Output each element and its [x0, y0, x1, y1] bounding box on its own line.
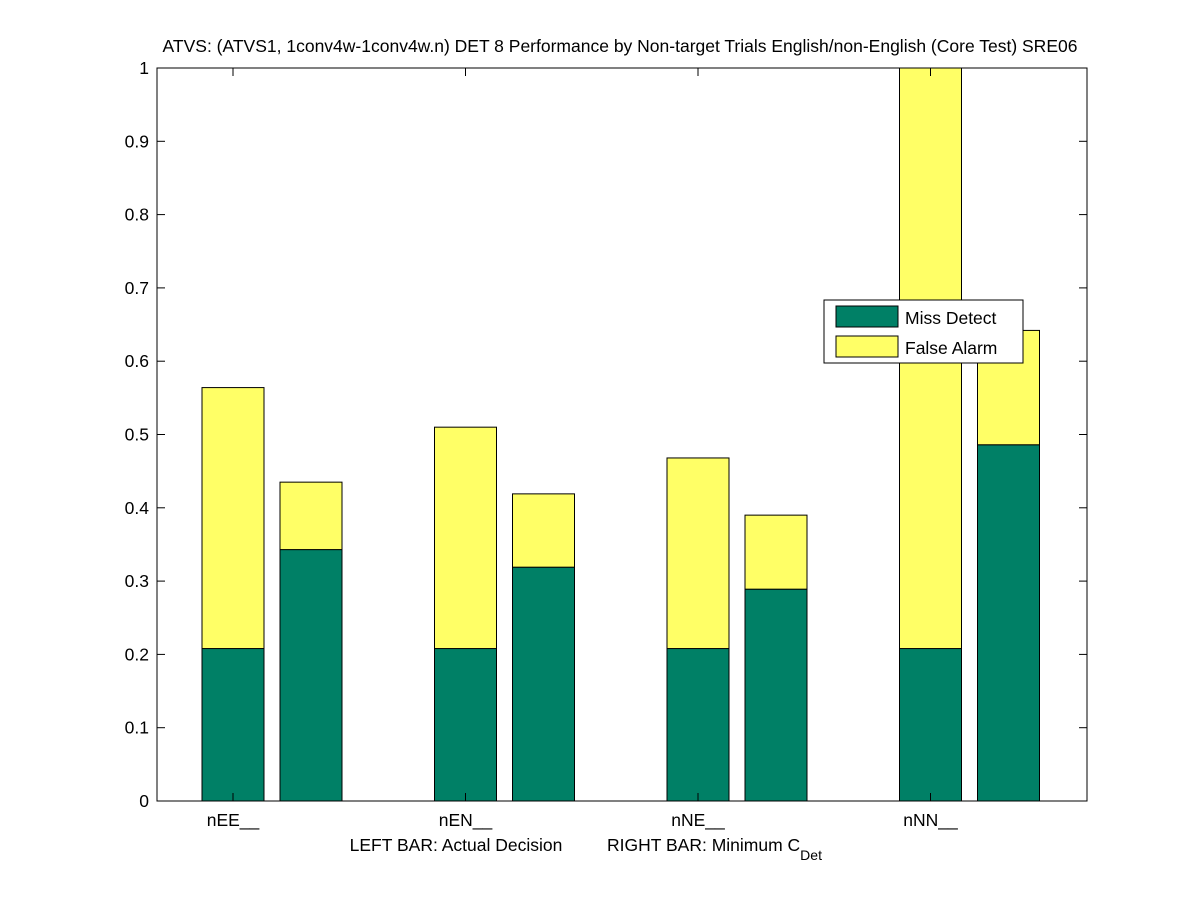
y-tick-label: 0.9: [125, 131, 149, 151]
legend-label-false-alarm: False Alarm: [905, 338, 997, 358]
chart-title: ATVS: (ATVS1, 1conv4w-1conv4w.n) DET 8 P…: [163, 36, 1078, 56]
bars-group: [201, 67, 1040, 802]
x-tick-label: nEE__: [207, 810, 260, 831]
y-tick-labels: 0 0.1 0.2 0.3 0.4 0.5 0.6 0.7 0.8 0.9 1: [125, 58, 150, 811]
y-tick-label: 0.8: [125, 205, 149, 225]
y-tick-label: 0.4: [125, 498, 150, 518]
x-tick-label: nNN__: [903, 810, 958, 831]
bar-minimum-false-alarm: [279, 481, 343, 551]
bar-minimum-miss-detect: [512, 566, 575, 802]
y-tick-label: 0: [139, 791, 149, 811]
legend-swatch-false-alarm: [835, 335, 899, 358]
bar-actual-miss-detect: [434, 648, 497, 802]
legend: Miss Detect False Alarm: [823, 299, 1024, 364]
y-tick-label: 0.5: [125, 425, 149, 445]
y-tick-label: 0.1: [125, 718, 149, 738]
legend-swatch-miss-detect: [835, 305, 899, 328]
y-tick-label: 0.7: [125, 278, 149, 298]
x-tick-label: nNE__: [671, 810, 725, 831]
bar-actual-miss-detect: [666, 648, 730, 802]
bar-actual-false-alarm: [201, 387, 265, 650]
y-tick-label: 0.3: [125, 571, 149, 591]
bar-actual-false-alarm: [434, 426, 497, 650]
x-tick-labels: nEE__ nEN__ nNE__ nNN__: [207, 810, 958, 831]
bar-minimum-miss-detect: [744, 588, 808, 802]
x-axis-label-left: LEFT BAR: Actual Decision: [350, 835, 563, 855]
bar-minimum-false-alarm: [744, 514, 808, 590]
bar-minimum-miss-detect: [977, 444, 1040, 802]
axis-ticks: [157, 67, 1087, 802]
x-axis-label-right-main: RIGHT BAR: Minimum C: [607, 835, 800, 855]
bar-minimum-miss-detect: [279, 549, 343, 802]
bar-actual-miss-detect: [201, 648, 265, 802]
x-axis-label-right: RIGHT BAR: Minimum CDet: [607, 835, 822, 863]
y-tick-label: 0.6: [125, 351, 149, 371]
y-tick-label: 0.2: [125, 644, 149, 664]
bar-minimum-false-alarm: [512, 493, 575, 568]
legend-label-miss-detect: Miss Detect: [905, 308, 997, 328]
bar-actual-false-alarm: [666, 457, 730, 650]
x-axis-label-right-subscript: Det: [800, 847, 822, 863]
y-tick-label: 1: [139, 58, 149, 78]
bar-actual-miss-detect: [899, 648, 962, 802]
x-tick-label: nEN__: [439, 810, 493, 831]
